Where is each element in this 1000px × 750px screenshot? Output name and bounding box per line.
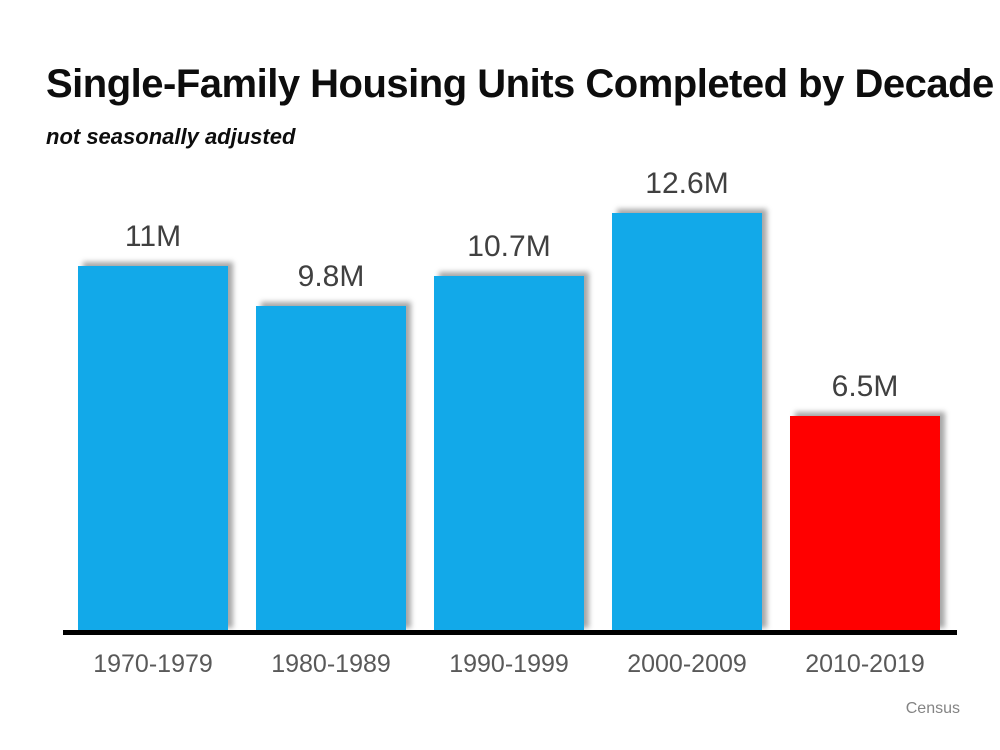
bar-1970-1979 [78, 266, 228, 632]
x-axis-line [63, 630, 957, 635]
chart-title: Single-Family Housing Units Completed by… [46, 62, 994, 106]
category-label: 1990-1999 [449, 650, 569, 678]
bar-value-label: 10.7M [467, 230, 551, 263]
category-label: 2010-2019 [805, 650, 925, 678]
source-label: Census [905, 700, 960, 717]
bar-value-label: 6.5M [831, 370, 899, 403]
category-label: 1970-1979 [93, 650, 213, 678]
chart-subtitle: not seasonally adjusted [46, 124, 296, 149]
bar-value-label: 11M [124, 220, 182, 253]
bar-value-label: 9.8M [297, 260, 365, 293]
category-label: 2000-2009 [627, 650, 747, 678]
bar-1980-1989 [256, 306, 406, 632]
bar-2000-2009 [612, 213, 762, 632]
bar-value-label: 12.6M [645, 167, 729, 200]
bar-1990-1999 [434, 276, 584, 632]
bar-2010-2019 [790, 416, 940, 632]
category-label: 1980-1989 [271, 650, 391, 678]
